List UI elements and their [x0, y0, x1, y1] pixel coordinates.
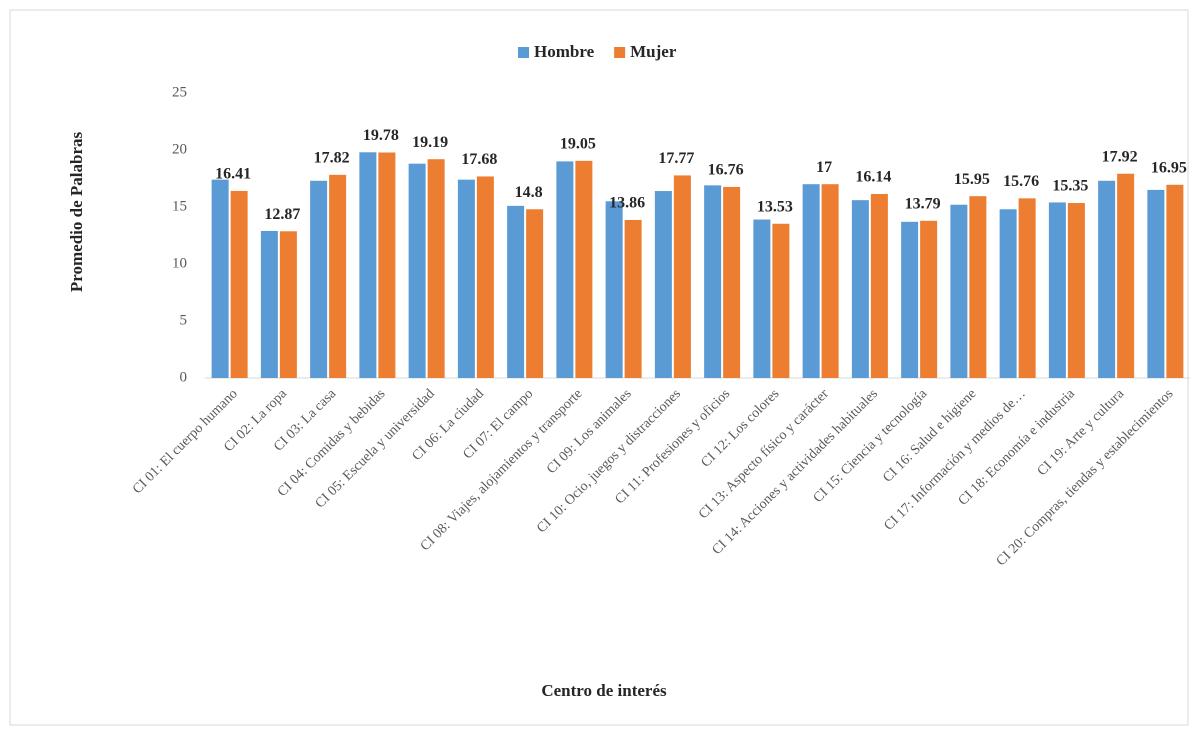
y-tick-label: 10 [172, 255, 187, 271]
bar [1067, 203, 1085, 378]
data-label: 13.86 [609, 195, 645, 212]
bar [723, 186, 741, 378]
data-label: 13.53 [757, 198, 793, 215]
bar [1018, 198, 1036, 378]
y-tick-label: 15 [172, 198, 187, 214]
bar [753, 219, 771, 378]
x-axis-title: Centro de interés [541, 681, 667, 700]
legend-swatch [614, 47, 626, 58]
bar [556, 161, 574, 378]
data-label: 17.77 [658, 150, 694, 167]
bar [605, 201, 623, 378]
bar [870, 194, 888, 378]
data-label: 17 [816, 159, 832, 176]
bar [704, 185, 722, 378]
data-label: 12.87 [264, 206, 300, 223]
bar [408, 163, 426, 378]
data-label: 15.76 [1003, 173, 1039, 190]
data-label: 19.19 [412, 134, 448, 151]
data-label: 15.35 [1052, 178, 1088, 195]
y-tick-label: 25 [172, 84, 187, 100]
chart-border [9, 9, 1189, 726]
data-label: 17.68 [461, 151, 497, 168]
bar [359, 152, 377, 378]
bar [427, 159, 445, 378]
data-label: 16.76 [708, 162, 744, 179]
legend-label: Mujer [630, 42, 677, 61]
bar [969, 196, 987, 378]
bar [1098, 180, 1116, 378]
bar [378, 152, 396, 378]
data-label: 16.95 [1151, 159, 1187, 176]
data-label: 15.95 [954, 171, 990, 188]
data-label: 17.92 [1102, 148, 1138, 165]
data-label: 17.82 [314, 150, 350, 167]
bar [654, 191, 672, 378]
data-label: 13.79 [905, 195, 941, 212]
legend-label: Hombre [534, 42, 595, 61]
bar [310, 180, 328, 378]
bar [802, 184, 820, 378]
bar [211, 179, 229, 378]
bar [950, 204, 968, 378]
legend-swatch [518, 47, 529, 58]
bar [999, 209, 1017, 378]
bar [851, 200, 869, 378]
y-tick-label: 5 [180, 312, 188, 328]
bar [901, 221, 919, 378]
y-tick-label: 0 [180, 369, 188, 385]
bar [575, 160, 593, 378]
bar [1147, 189, 1165, 378]
data-label: 16.14 [855, 169, 891, 186]
bar [260, 230, 278, 378]
bar [457, 179, 475, 378]
bar [1117, 173, 1135, 378]
bar [230, 190, 248, 378]
bar [507, 205, 525, 378]
bar [772, 223, 790, 378]
bar [1048, 202, 1066, 378]
bar [673, 175, 691, 378]
bar [624, 219, 642, 378]
data-label: 16.41 [215, 166, 251, 183]
bar [920, 220, 938, 378]
data-label: 19.05 [560, 136, 596, 153]
bar [821, 184, 839, 378]
bar [279, 231, 297, 378]
y-tick-label: 20 [172, 141, 187, 157]
bar [329, 174, 347, 378]
bar [476, 176, 494, 378]
y-axis-title: Promedio de Palabras [67, 132, 86, 293]
bar [1166, 184, 1184, 378]
bar [526, 209, 544, 378]
data-label: 19.78 [363, 127, 399, 144]
data-label: 14.8 [515, 184, 543, 201]
